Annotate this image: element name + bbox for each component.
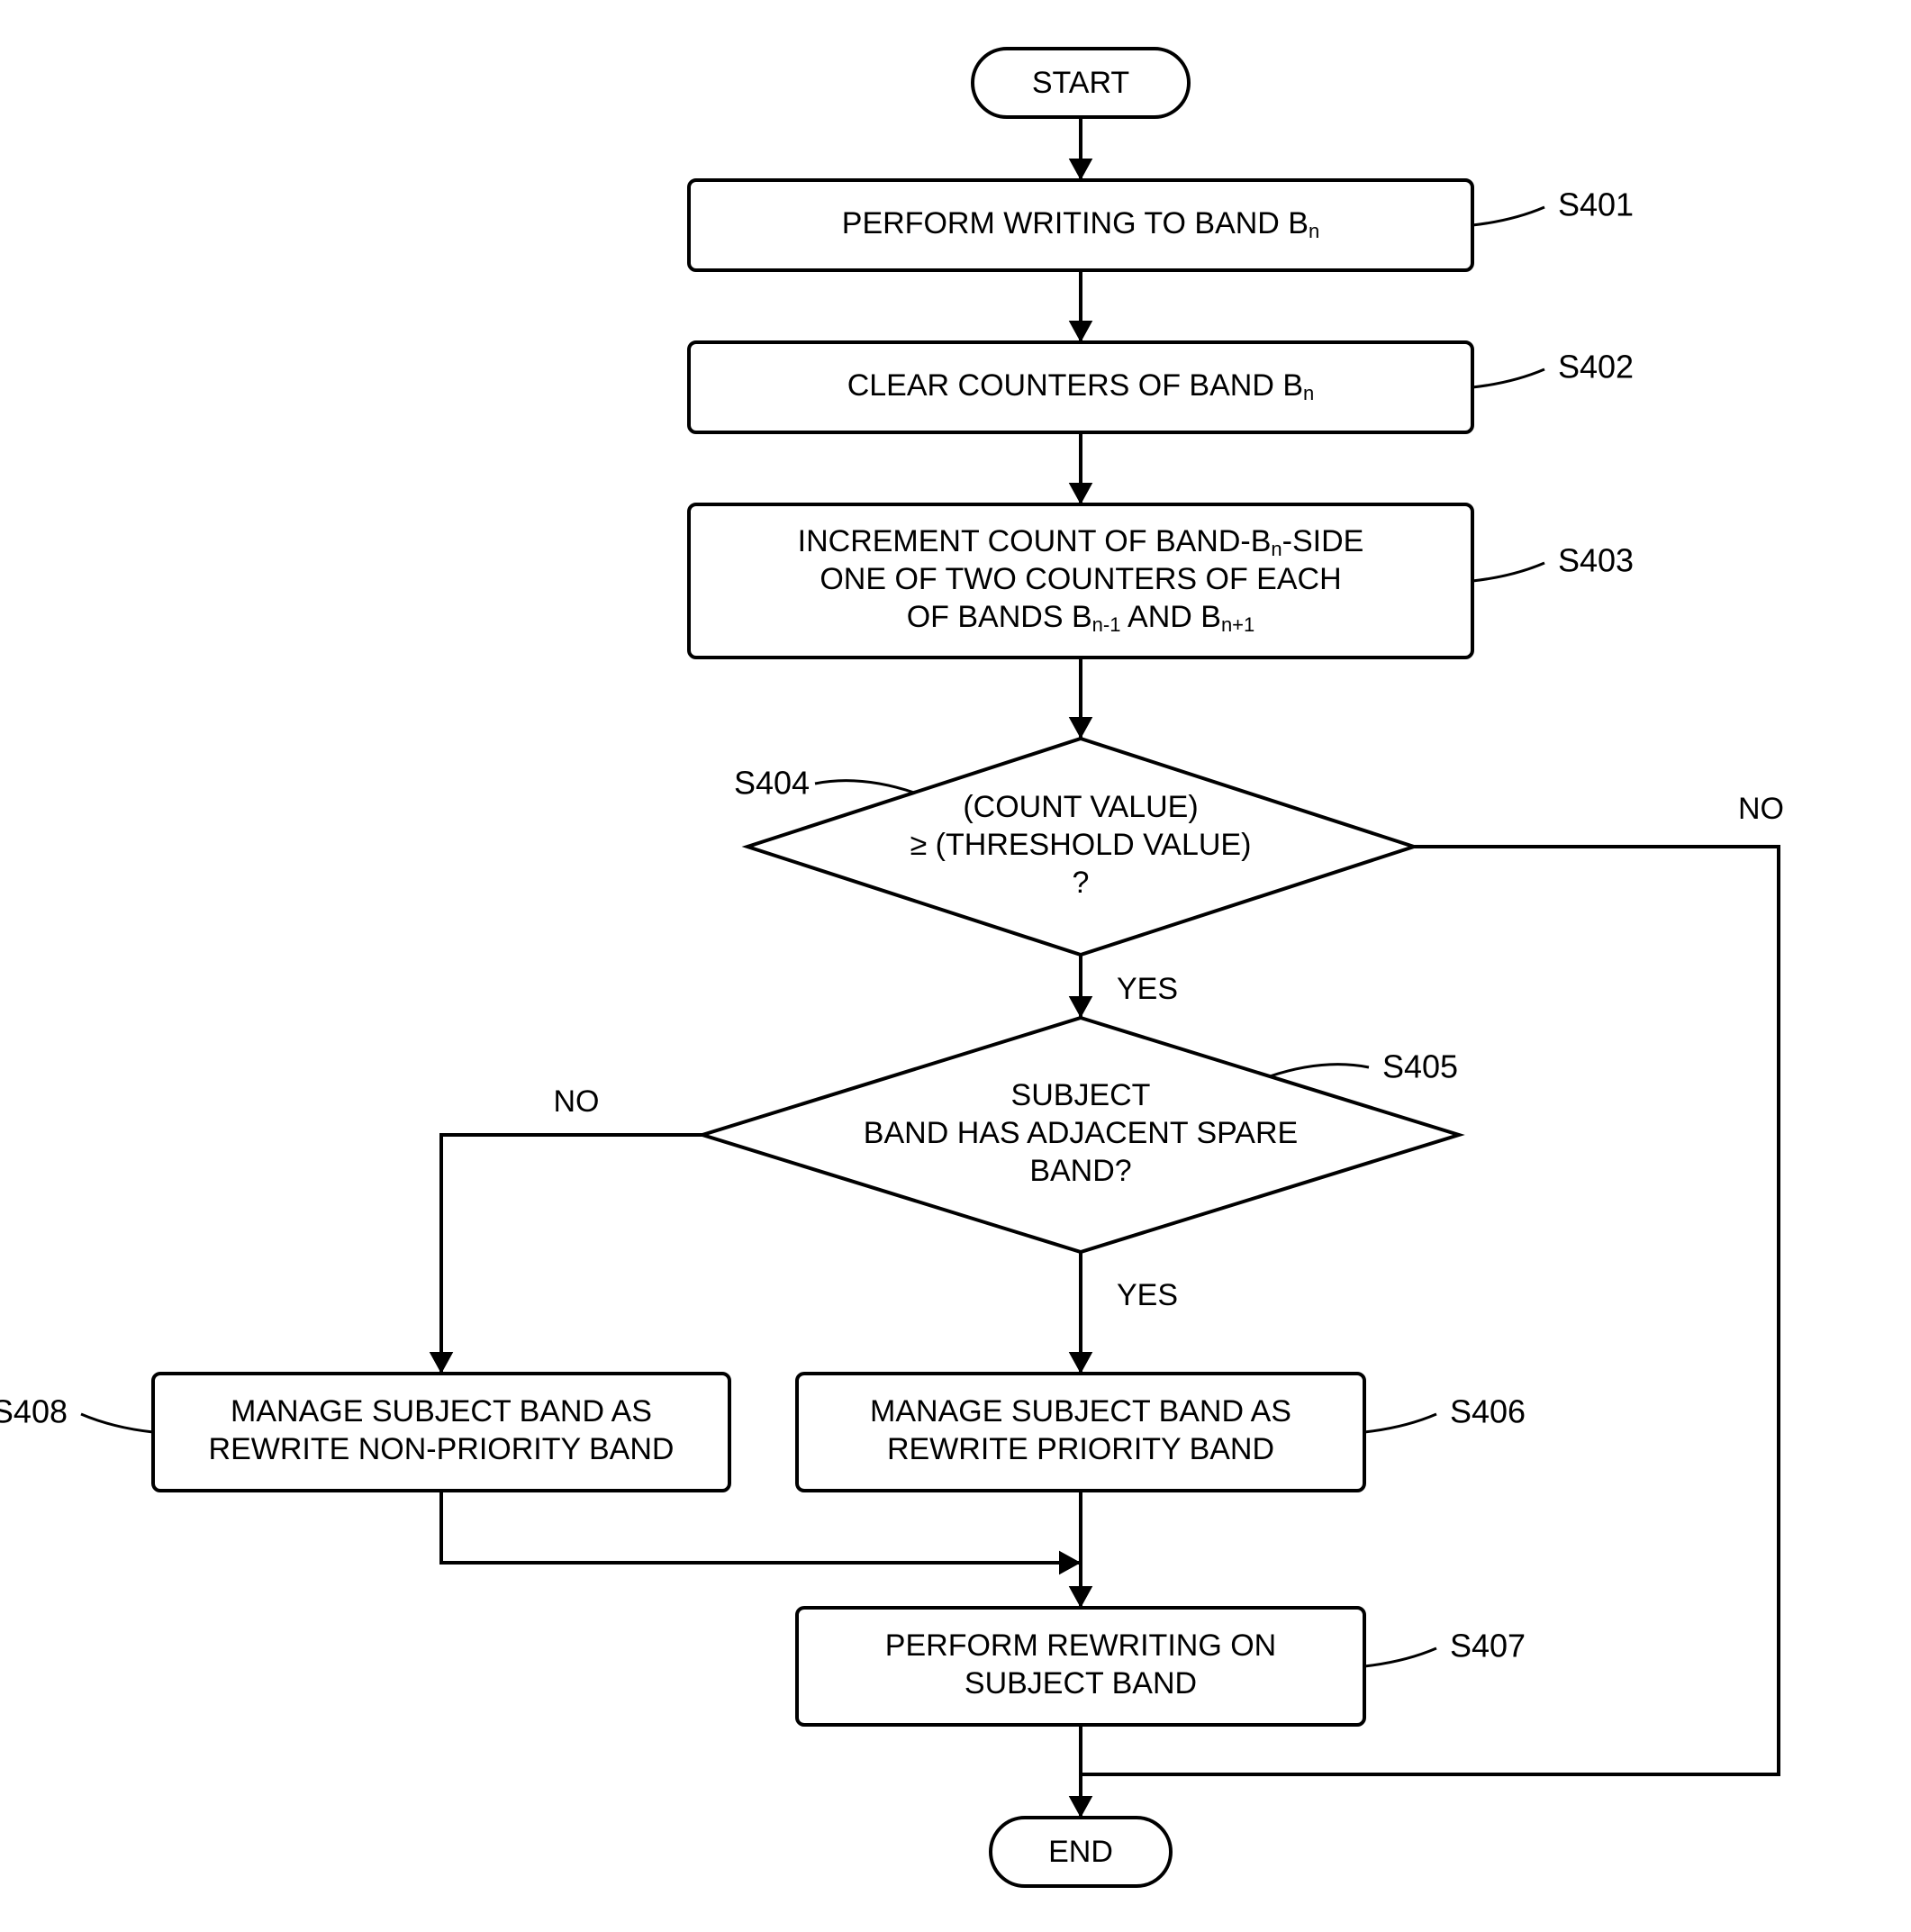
step-label: S404	[734, 765, 810, 802]
step-label: S405	[1382, 1048, 1458, 1085]
step-label: S402	[1558, 349, 1634, 385]
node-text: ONE OF TWO COUNTERS OF EACH	[820, 562, 1341, 596]
node-text: PERFORM WRITING TO BAND Bn	[842, 206, 1319, 242]
step-label: S408	[0, 1393, 68, 1430]
step-label: S406	[1450, 1393, 1526, 1430]
node-text: REWRITE NON-PRIORITY BAND	[209, 1432, 675, 1466]
node-text: MANAGE SUBJECT BAND AS	[231, 1394, 652, 1429]
node-text: (COUNT VALUE)	[963, 790, 1198, 824]
node-text: CLEAR COUNTERS OF BAND Bn	[847, 368, 1315, 404]
node-text: ≥ (THRESHOLD VALUE)	[910, 828, 1252, 862]
step-leader	[1364, 1648, 1436, 1666]
node-text: REWRITE PRIORITY BAND	[887, 1432, 1274, 1466]
node-text: SUBJECT	[1011, 1078, 1151, 1112]
branch-label: NO	[554, 1084, 600, 1119]
step-leader	[1472, 207, 1544, 225]
step-leader	[1270, 1065, 1369, 1076]
step-leader	[1364, 1414, 1436, 1432]
step-label: S401	[1558, 186, 1634, 223]
step-leader	[815, 781, 914, 793]
node-text: ?	[1073, 866, 1090, 900]
node-text: OF BANDS Bn-1 AND Bn+1	[907, 600, 1255, 636]
branch-label: NO	[1738, 792, 1784, 826]
node-text: BAND HAS ADJACENT SPARE	[864, 1116, 1298, 1150]
end-label: END	[1048, 1835, 1113, 1869]
step-label: S403	[1558, 542, 1634, 579]
flow-edge	[441, 1491, 1081, 1563]
node-text: SUBJECT BAND	[965, 1666, 1197, 1701]
step-leader	[81, 1414, 153, 1432]
step-label: S407	[1450, 1628, 1526, 1664]
node-text: PERFORM REWRITING ON	[885, 1628, 1276, 1663]
branch-label: YES	[1117, 1278, 1178, 1312]
flowchart-diagram: YES YES NO NO START END PERFORM WRITING TO BAN…	[0, 0, 1911, 1932]
node-text: MANAGE SUBJECT BAND AS	[870, 1394, 1291, 1429]
branch-label: YES	[1117, 972, 1178, 1006]
node-text: BAND?	[1029, 1154, 1131, 1188]
flow-edge	[441, 1135, 702, 1374]
start-label: START	[1032, 66, 1129, 100]
step-leader	[1472, 369, 1544, 387]
step-leader	[1472, 563, 1544, 581]
